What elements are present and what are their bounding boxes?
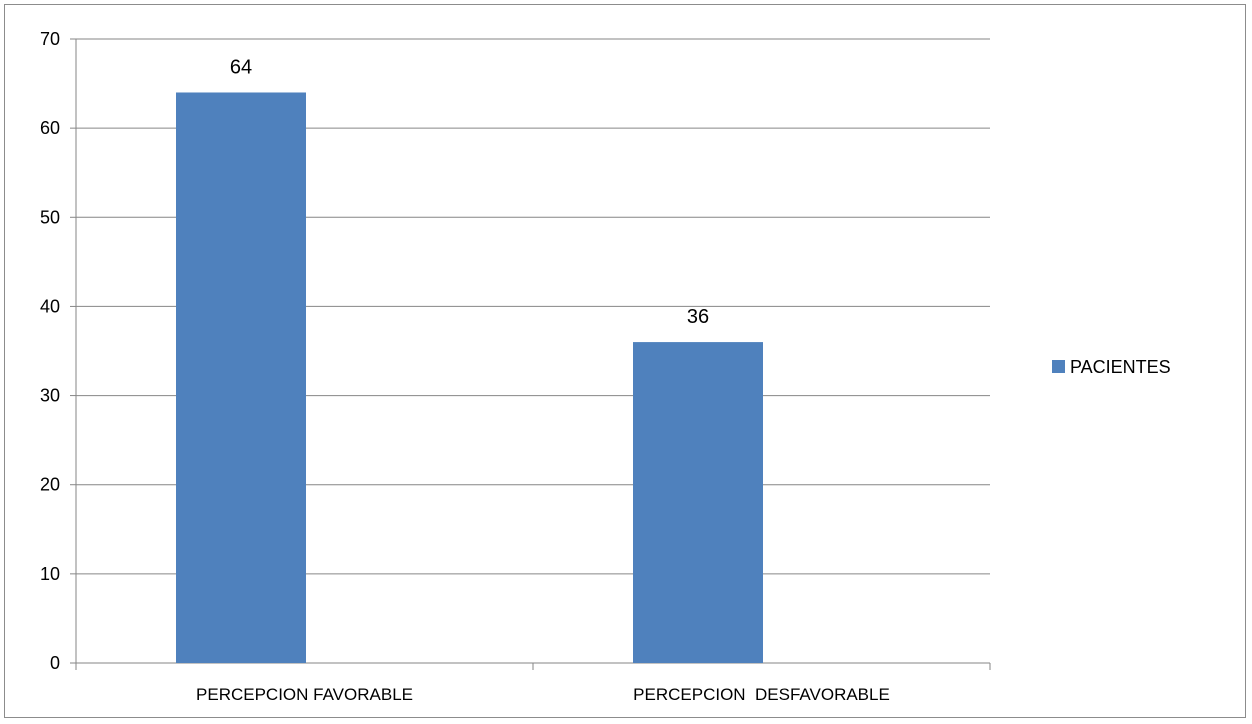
legend-label: PACIENTES xyxy=(1070,357,1171,377)
y-tick-label: 70 xyxy=(40,29,60,49)
y-tick-label: 20 xyxy=(40,475,60,495)
y-tick-label: 10 xyxy=(40,564,60,584)
y-tick-label: 50 xyxy=(40,207,60,227)
y-tick-label: 60 xyxy=(40,118,60,138)
x-category-label: PERCEPCION FAVORABLE xyxy=(196,685,413,704)
x-axis-labels: PERCEPCION FAVORABLE PERCEPCION DESFAVORA… xyxy=(196,685,890,704)
legend-swatch xyxy=(1052,360,1065,373)
bar xyxy=(176,92,306,663)
y-tick-label: 30 xyxy=(40,386,60,406)
y-tick-label: 40 xyxy=(40,296,60,316)
y-tick-label: 0 xyxy=(50,653,60,673)
bars xyxy=(176,92,763,663)
legend: PACIENTES xyxy=(1052,357,1171,377)
y-axis-ticks: 0 10 20 30 40 50 60 70 xyxy=(40,29,60,673)
bar xyxy=(633,342,763,663)
data-labels: 64 36 xyxy=(230,56,709,328)
data-label: 64 xyxy=(230,56,252,78)
x-category-label: PERCEPCION DESFAVORABLE xyxy=(633,685,890,704)
data-label: 36 xyxy=(687,306,709,328)
